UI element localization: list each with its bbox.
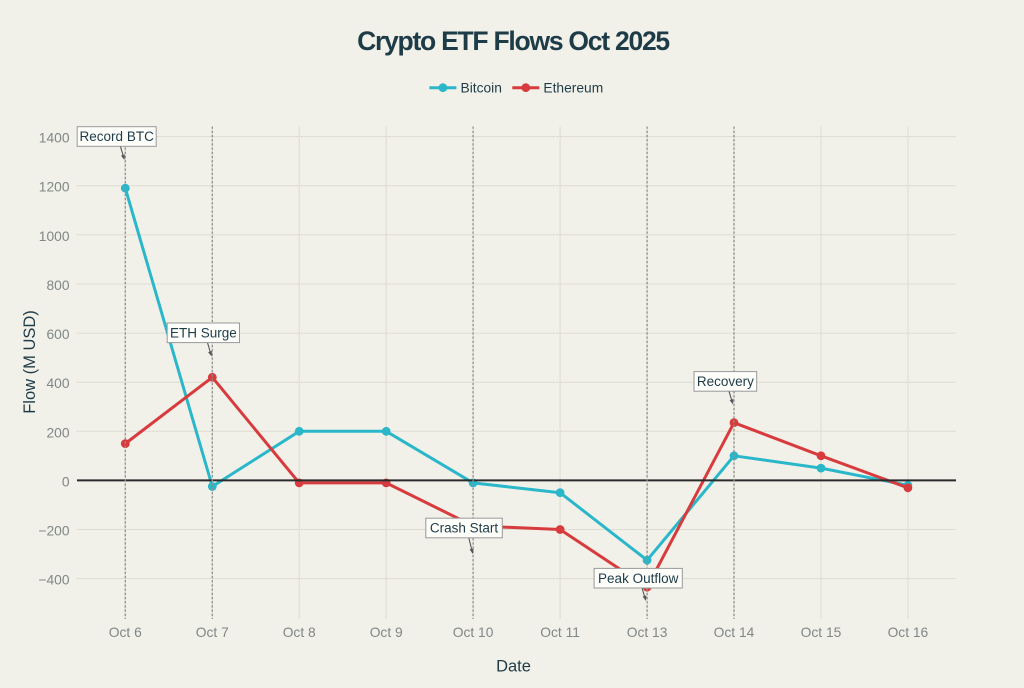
svg-text:600: 600 xyxy=(46,327,69,342)
svg-text:Recovery: Recovery xyxy=(697,374,754,389)
svg-text:Oct 11: Oct 11 xyxy=(540,625,580,640)
svg-text:Peak Outflow: Peak Outflow xyxy=(598,571,679,586)
svg-text:Oct 14: Oct 14 xyxy=(714,625,755,640)
svg-text:Oct 15: Oct 15 xyxy=(801,625,842,640)
svg-text:Crash Start: Crash Start xyxy=(430,521,499,536)
svg-text:Ethereum: Ethereum xyxy=(543,81,603,96)
svg-text:Crypto ETF Flows Oct 2025: Crypto ETF Flows Oct 2025 xyxy=(357,26,669,56)
svg-text:Record BTC: Record BTC xyxy=(80,129,155,144)
svg-text:−200: −200 xyxy=(38,524,69,539)
svg-text:Oct 8: Oct 8 xyxy=(283,625,316,640)
svg-text:Flow (M USD): Flow (M USD) xyxy=(21,310,39,414)
svg-text:Oct 10: Oct 10 xyxy=(453,625,494,640)
svg-text:1400: 1400 xyxy=(39,131,70,146)
svg-text:−400: −400 xyxy=(38,573,69,588)
svg-text:1200: 1200 xyxy=(39,180,70,195)
svg-text:Oct 7: Oct 7 xyxy=(196,625,229,640)
svg-text:Bitcoin: Bitcoin xyxy=(461,81,502,96)
svg-text:200: 200 xyxy=(46,425,69,440)
svg-text:Oct 13: Oct 13 xyxy=(627,625,668,640)
svg-text:Oct 6: Oct 6 xyxy=(109,625,142,640)
svg-text:400: 400 xyxy=(46,376,69,391)
svg-text:0: 0 xyxy=(62,474,70,489)
svg-text:Oct 16: Oct 16 xyxy=(888,625,929,640)
svg-text:Date: Date xyxy=(496,658,531,676)
svg-text:Oct 9: Oct 9 xyxy=(370,625,403,640)
svg-text:ETH Surge: ETH Surge xyxy=(170,326,237,341)
svg-text:1000: 1000 xyxy=(39,229,70,244)
svg-text:800: 800 xyxy=(46,278,69,293)
